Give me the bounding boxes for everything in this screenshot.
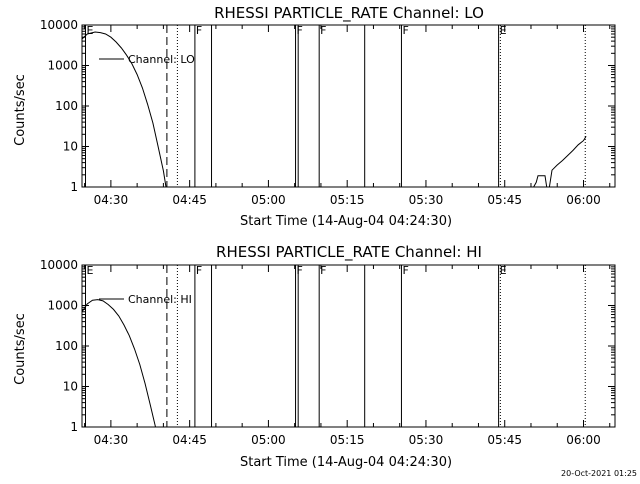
panel-lo: RHESSI PARTICLE_RATE Channel: LO 1101001… <box>13 4 616 229</box>
y-tick-label: 10 <box>63 140 78 154</box>
x-tick-label: 04:45 <box>172 193 207 207</box>
series-line <box>81 31 167 188</box>
event-marker-label: F <box>196 24 202 37</box>
x-tick-label: 05:45 <box>487 433 522 447</box>
legend-label: Channel: HI <box>128 293 192 306</box>
event-marker-label: E <box>87 24 94 37</box>
y-axis-label: Counts/sec <box>13 313 28 385</box>
event-marker-label: E <box>87 264 94 277</box>
y-tick-label: 100 <box>55 99 78 113</box>
series-line <box>533 135 587 188</box>
y-tick-label: 1 <box>70 180 78 194</box>
event-marker-label: F <box>297 24 303 37</box>
plot-area: 1 10 100 1000 10000 04:30 04:45 05:00 05:15 05:30… <box>40 18 616 207</box>
x-tick-label: 04:30 <box>94 433 129 447</box>
y-tick-label: 10 <box>63 380 78 394</box>
x-tick-label: 04:45 <box>172 433 207 447</box>
x-tick-label: 05:00 <box>251 193 286 207</box>
chart-title: RHESSI PARTICLE_RATE Channel: HI <box>216 243 482 262</box>
y-tick-label: 1 <box>70 420 78 434</box>
event-marker-label: F <box>402 264 408 277</box>
y-tick-label: 10000 <box>40 258 78 272</box>
y-tick-label: 1000 <box>47 59 78 73</box>
event-marker-label: F <box>320 24 326 37</box>
x-tick-label: 05:30 <box>409 433 444 447</box>
event-marker-label: F <box>402 24 408 37</box>
event-marker-label: F <box>297 264 303 277</box>
y-tick-label: 10000 <box>40 18 78 32</box>
x-tick-label: 05:45 <box>487 193 522 207</box>
x-tick-label: 06:00 <box>566 193 601 207</box>
panel-hi: RHESSI PARTICLE_RATE Channel: HI 1101001… <box>13 243 616 470</box>
event-marker-label: F <box>196 264 202 277</box>
series-line <box>81 299 156 428</box>
x-tick-label: 05:15 <box>330 193 365 207</box>
event-marker-label: E <box>500 24 507 37</box>
x-axis-label: Start Time (14-Aug-04 04:24:30) <box>240 214 452 229</box>
y-axis-label: Counts/sec <box>13 74 28 146</box>
y-tick-label: 100 <box>55 339 78 353</box>
event-marker-label: E <box>500 264 507 277</box>
footer-timestamp: 20-Oct-2021 01:25 <box>561 469 637 478</box>
legend-label: Channel: LO <box>128 53 195 66</box>
y-tick-label: 1000 <box>47 299 78 313</box>
x-tick-label: 06:00 <box>566 433 601 447</box>
x-tick-label: 04:30 <box>94 193 129 207</box>
x-axis-label: Start Time (14-Aug-04 04:24:30) <box>240 455 452 470</box>
chart-title: RHESSI PARTICLE_RATE Channel: LO <box>214 4 484 23</box>
event-marker-label: F <box>320 264 326 277</box>
x-tick-label: 05:30 <box>409 193 444 207</box>
plot-area: 1 10 100 1000 10000 04:30 04:45 05:00 05:15 05:30… <box>40 258 616 447</box>
x-tick-label: 05:00 <box>251 433 286 447</box>
x-tick-label: 05:15 <box>330 433 365 447</box>
